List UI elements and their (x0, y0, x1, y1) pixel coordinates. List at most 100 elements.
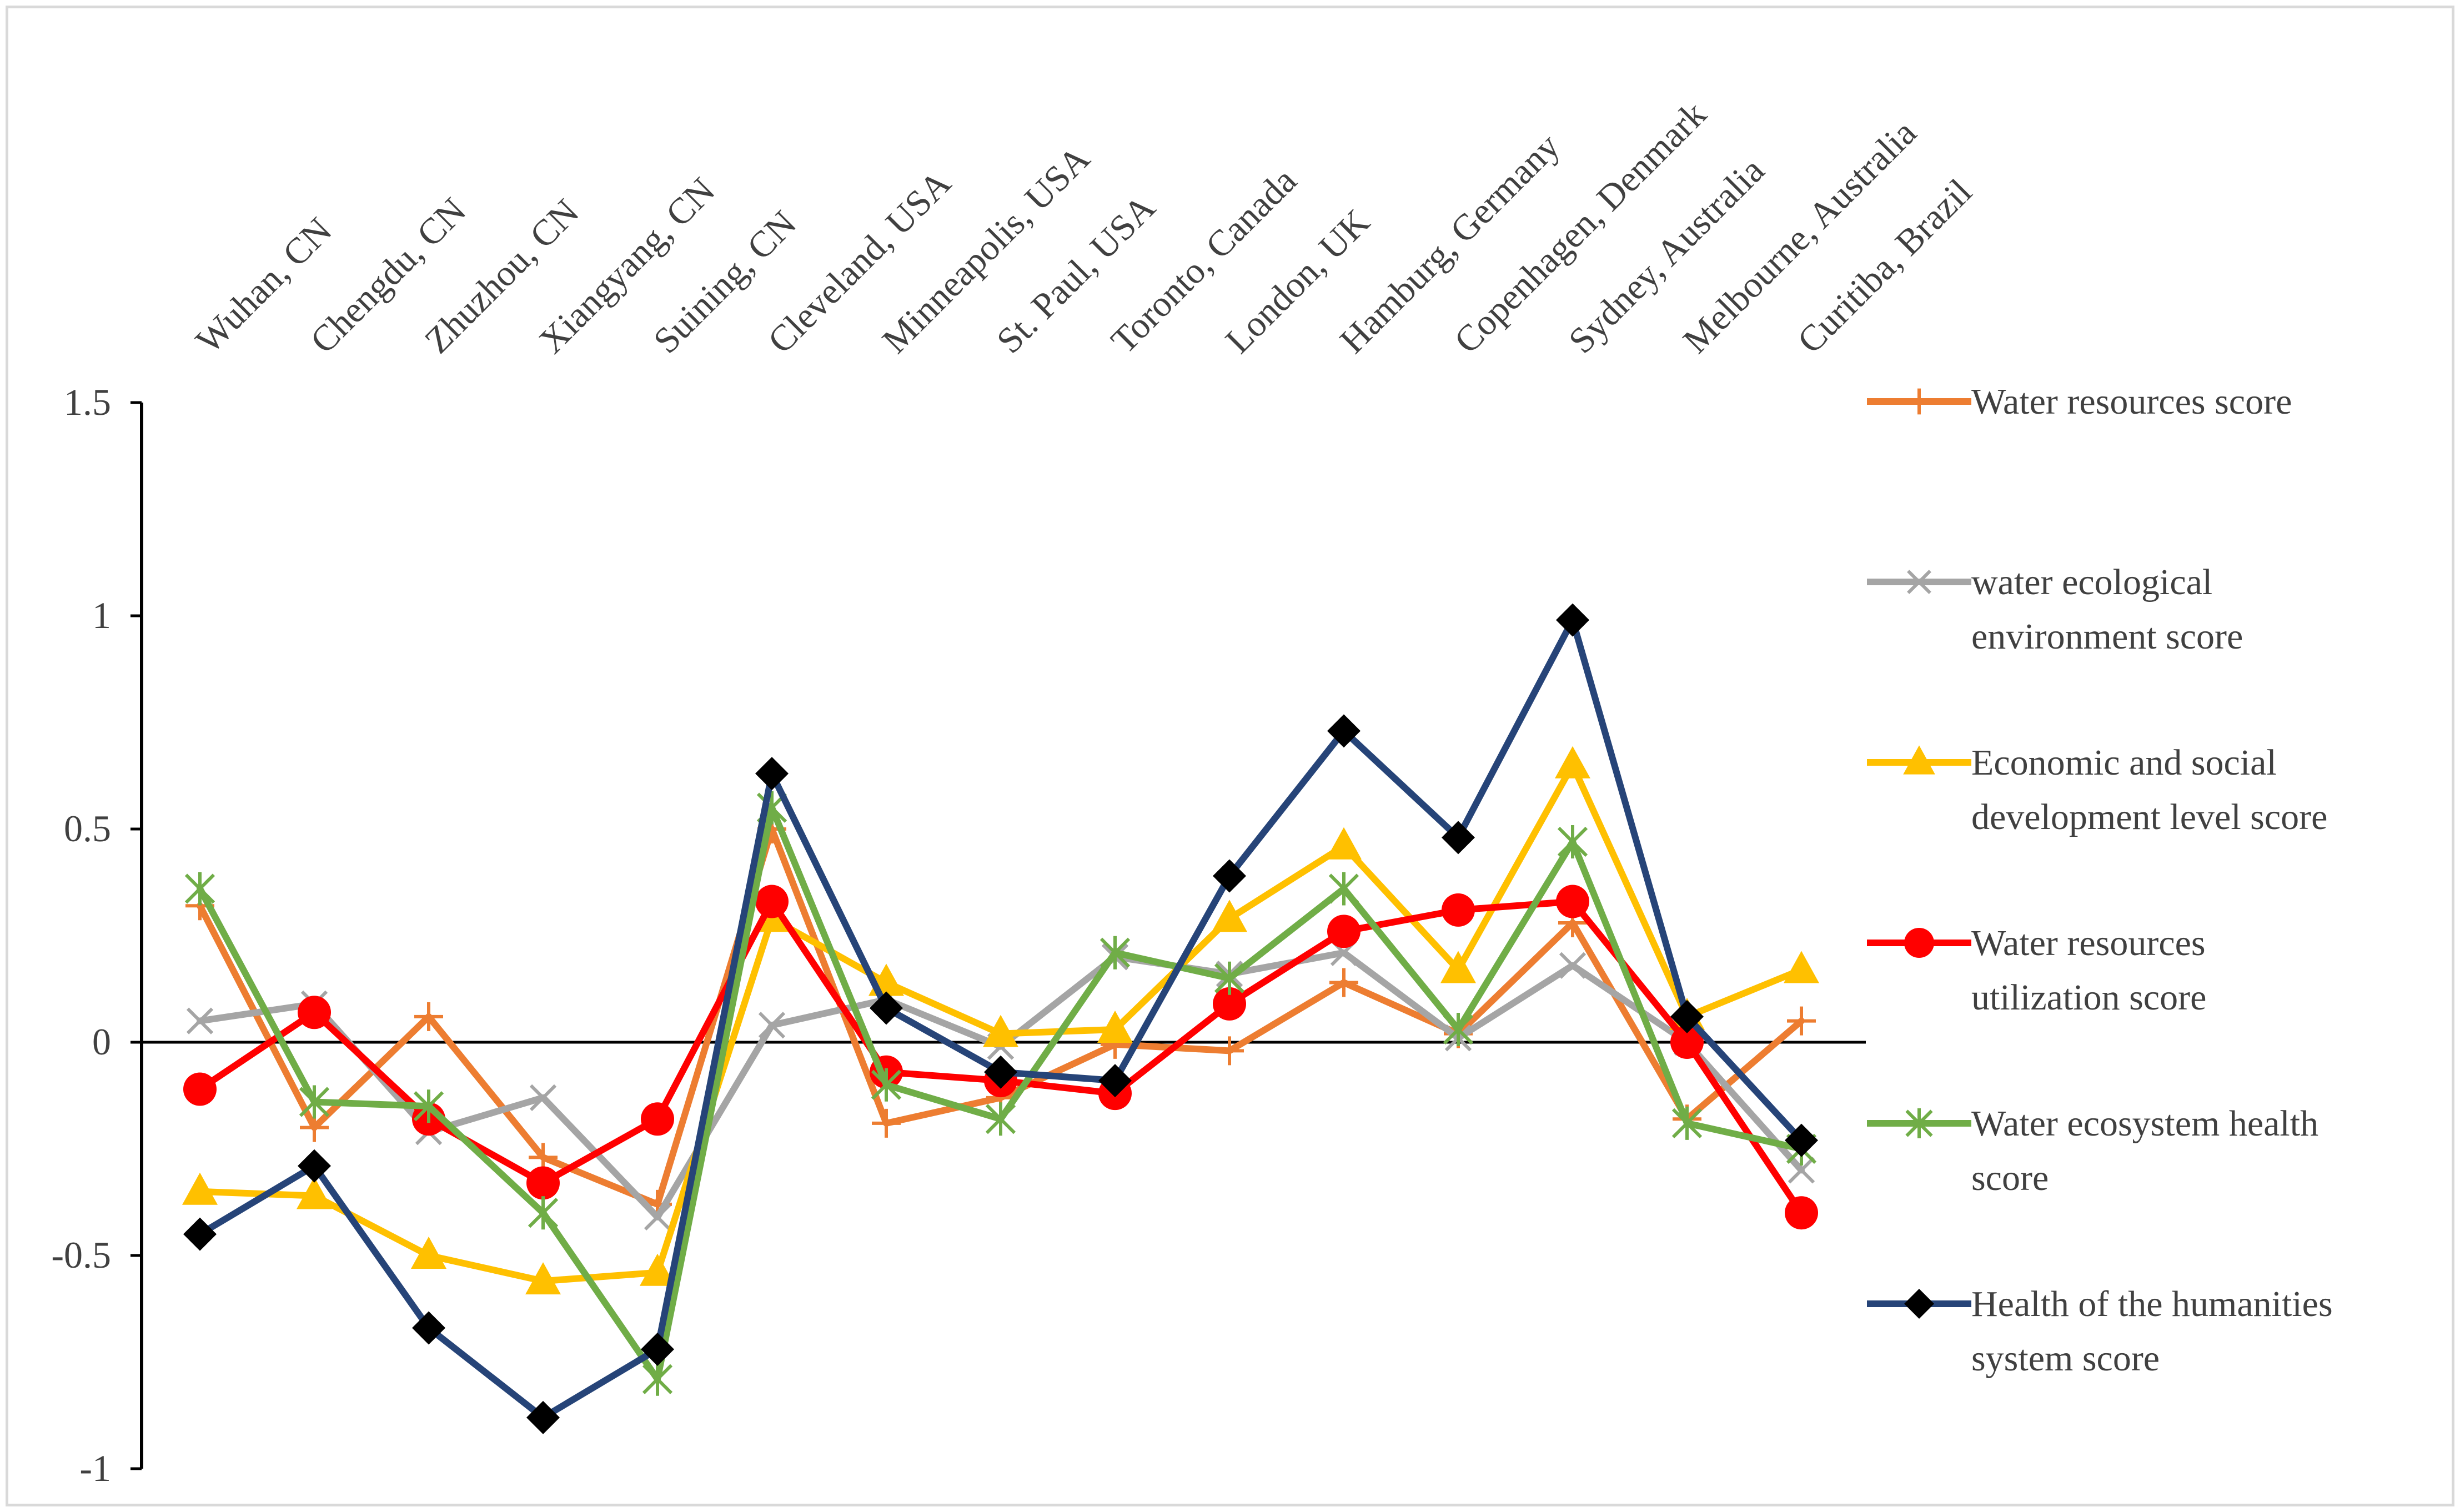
data-point-diamond (870, 991, 903, 1025)
data-point-circle (183, 1072, 217, 1106)
data-point-diamond (1327, 714, 1360, 748)
legend-label: utilization score (1971, 977, 2206, 1018)
data-point-circle (755, 885, 789, 918)
y-tick-label: -0.5 (51, 1234, 111, 1276)
x-category-label: Hamburg, Germany (1332, 126, 1568, 361)
legend-item-5: Water ecosystem health score (1867, 1103, 2318, 1198)
data-point-diamond (526, 1400, 560, 1434)
data-point-triangle (1903, 745, 1935, 775)
y-tick-label: 1 (92, 594, 111, 636)
axis-layer: -1 -0.5 0 0.5 1 1.5 (51, 381, 1866, 1489)
legend-label: Economic and social (1971, 742, 2277, 783)
data-point-plus (1329, 968, 1358, 997)
data-point-asterisk (413, 1089, 444, 1123)
data-point-triangle (525, 1262, 561, 1295)
data-point-triangle (640, 1253, 675, 1286)
data-point-triangle (182, 1172, 218, 1205)
data-point-circle (1442, 893, 1475, 927)
chart-frame (6, 6, 2454, 1506)
data-point-asterisk (1443, 1012, 1474, 1046)
data-point-triangle (411, 1237, 446, 1269)
data-point-asterisk (1905, 1108, 1933, 1138)
data-point-diamond (183, 1217, 217, 1251)
data-point-asterisk (985, 1102, 1016, 1136)
data-point-diamond (298, 1149, 331, 1183)
data-point-x (529, 1084, 557, 1111)
data-point-asterisk (299, 1085, 330, 1119)
data-point-asterisk (1671, 1106, 1703, 1140)
data-point-circle (1785, 1196, 1818, 1230)
data-point-asterisk (642, 1362, 673, 1396)
legend-label: Water resources score (1971, 381, 2292, 422)
data-point-x (186, 1007, 214, 1034)
legend-item-4: Water resources utilization score (1867, 923, 2206, 1018)
data-point-diamond (1904, 1289, 1934, 1319)
data-point-diamond (412, 1311, 445, 1345)
series-5 (184, 791, 1817, 1396)
data-point-triangle (1326, 827, 1362, 860)
data-point-circle (1327, 915, 1360, 948)
data-point-circle (1670, 1026, 1704, 1059)
x-category-label: Minneapolis, USA (875, 138, 1098, 361)
data-point-asterisk (184, 872, 215, 906)
data-point-circle (641, 1102, 674, 1136)
data-point-plus (1906, 388, 1932, 415)
y-tick-label: 1.5 (64, 381, 111, 423)
legend-label: Health of the humanities (1971, 1284, 2333, 1324)
data-point-triangle (1784, 951, 1819, 983)
data-point-x (1907, 570, 1931, 594)
data-point-triangle (297, 1177, 332, 1209)
data-point-asterisk (871, 1068, 902, 1102)
legend-label: Water resources (1971, 923, 2206, 963)
legend: Water resources score water ecological env… (1867, 381, 2333, 1379)
data-point-diamond (1670, 999, 1704, 1033)
data-point-circle (1556, 885, 1589, 918)
data-point-plus (1787, 1006, 1816, 1036)
y-tick-label: 0.5 (64, 807, 111, 850)
legend-label: Water ecosystem health (1971, 1103, 2318, 1144)
series-layer (182, 603, 1819, 1434)
data-point-triangle (1212, 900, 1247, 932)
data-point-diamond (641, 1332, 674, 1366)
data-point-plus (414, 1002, 443, 1031)
data-point-diamond (984, 1055, 1017, 1089)
data-point-diamond (1098, 1064, 1132, 1098)
legend-label: development level score (1971, 797, 2327, 837)
legend-label: water ecological (1971, 562, 2212, 602)
y-tick-label: 0 (92, 1021, 111, 1063)
data-point-asterisk (528, 1196, 559, 1230)
data-point-asterisk (1557, 825, 1588, 859)
data-point-x (1788, 1157, 1815, 1184)
data-point-x (758, 1012, 786, 1039)
legend-item-3: Economic and social development level sco… (1867, 742, 2327, 837)
data-point-diamond (1213, 859, 1246, 893)
legend-label: score (1971, 1158, 2049, 1198)
x-category-label: Sydney, Australia (1561, 150, 1772, 361)
data-point-diamond (755, 757, 789, 791)
data-point-plus (872, 1108, 901, 1138)
data-point-x (644, 1203, 671, 1231)
data-point-asterisk (1214, 961, 1245, 995)
data-point-asterisk (1100, 936, 1131, 970)
data-point-diamond (1556, 603, 1589, 637)
data-point-circle (298, 996, 331, 1029)
data-point-triangle (1097, 1010, 1133, 1043)
data-point-circle (526, 1166, 560, 1200)
data-point-diamond (1442, 821, 1475, 855)
legend-item-2: water ecological environment score (1867, 562, 2243, 657)
y-tick-label: -1 (79, 1447, 111, 1489)
legend-label: system score (1971, 1338, 2160, 1379)
legend-label: environment score (1971, 616, 2243, 657)
series-6 (183, 603, 1818, 1434)
data-point-triangle (1555, 746, 1590, 778)
data-point-asterisk (1328, 872, 1359, 906)
data-point-x (1559, 952, 1587, 979)
data-point-circle (1904, 928, 1934, 958)
data-point-triangle (983, 1014, 1018, 1047)
data-point-circle (1213, 987, 1246, 1021)
data-point-triangle (1440, 951, 1476, 983)
legend-item-6: Health of the humanities system score (1867, 1284, 2333, 1379)
data-point-plus (1215, 1036, 1244, 1066)
